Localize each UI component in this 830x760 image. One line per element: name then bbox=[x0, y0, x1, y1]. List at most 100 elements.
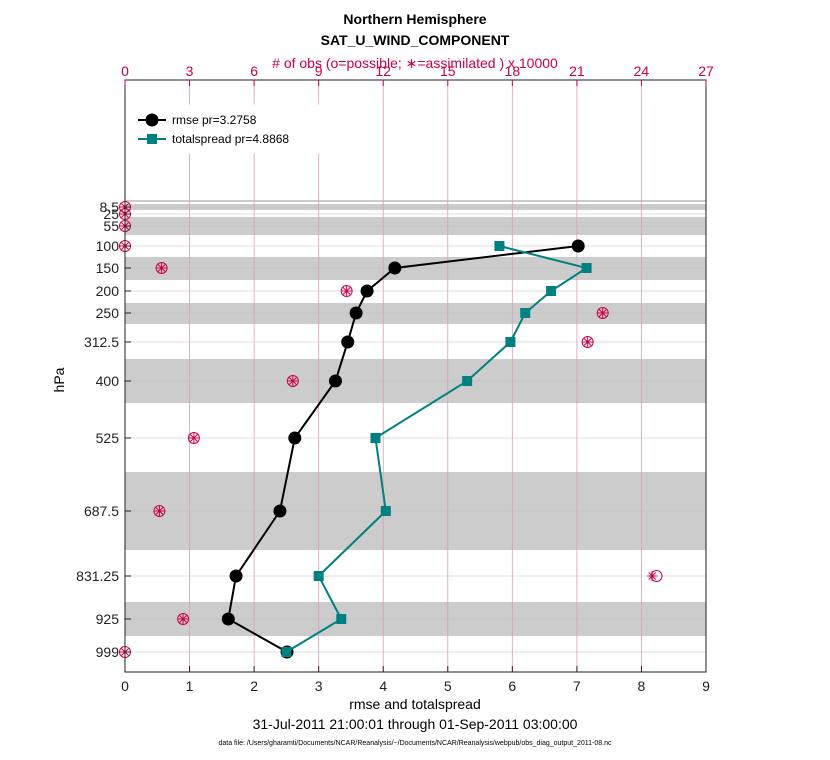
y-tick-label: 687.5 bbox=[84, 503, 119, 519]
totalspread-point bbox=[313, 571, 324, 581]
x-tick-label: 4 bbox=[379, 678, 387, 694]
rmse-point bbox=[328, 374, 342, 388]
obs-asterisk-stroke bbox=[342, 287, 351, 295]
top-tick-label: 0 bbox=[121, 63, 129, 79]
grid-lines bbox=[125, 80, 706, 672]
obs-asterisk-stroke bbox=[155, 507, 164, 515]
x-tick-label: 7 bbox=[573, 678, 581, 694]
y-tick-label: 400 bbox=[96, 373, 120, 389]
y-tick-label: 55 bbox=[103, 218, 119, 234]
totalspread-point bbox=[370, 433, 381, 443]
chart-subtitle: SAT_U_WIND_COMPONENT bbox=[321, 32, 510, 48]
rmse-point bbox=[273, 504, 287, 518]
obs-assimilated-marker bbox=[597, 308, 608, 318]
top-tick-label: 6 bbox=[250, 63, 258, 79]
obs-asterisk-stroke bbox=[157, 264, 166, 272]
x-tick-label: 3 bbox=[315, 678, 323, 694]
totalspread-point bbox=[505, 337, 516, 347]
y-tick-label: 999 bbox=[96, 644, 120, 660]
obs-asterisk-stroke bbox=[288, 377, 297, 385]
legend: rmse pr=3.2758 totalspread pr=4.8868 bbox=[130, 104, 324, 154]
obs-possible-marker bbox=[340, 285, 353, 297]
plot-frame bbox=[124, 79, 707, 673]
totalspread-point bbox=[546, 286, 557, 296]
obs-asterisk-stroke bbox=[189, 434, 198, 442]
x-tick-label: 0 bbox=[121, 678, 129, 694]
rmse-point bbox=[229, 569, 243, 583]
obs-assimilated-marker bbox=[287, 376, 298, 386]
x-tick-label: 2 bbox=[250, 678, 258, 694]
totalspread-point bbox=[336, 614, 347, 624]
y-tick-label: 200 bbox=[96, 283, 120, 299]
y-tick-label: 150 bbox=[96, 260, 120, 276]
top-axis-label: # of obs (o=possible; ∗=assimilated ) x … bbox=[272, 55, 558, 71]
rmse-point bbox=[349, 306, 363, 320]
y-tick-label: 831.25 bbox=[76, 568, 119, 584]
top-tick-label: 18 bbox=[505, 63, 521, 79]
legend-entry-label: totalspread pr=4.8868 bbox=[172, 132, 289, 146]
level-band bbox=[125, 200, 706, 202]
totalspread-point bbox=[581, 263, 592, 273]
y-tick-label: 250 bbox=[96, 305, 120, 321]
rmse-point bbox=[221, 612, 235, 626]
y-tick-label: 8.5 bbox=[100, 199, 120, 215]
data-file-footnote: data file: /Users/gharamti/Documents/NCA… bbox=[218, 740, 612, 747]
legend-entry-label: rmse pr=3.2758 bbox=[172, 113, 257, 127]
obs-possible-marker bbox=[286, 375, 299, 387]
x-tick-label: 9 bbox=[702, 678, 710, 694]
rmse-point bbox=[360, 284, 374, 298]
legend-marker-circle bbox=[145, 113, 159, 127]
obs-assimilated-marker bbox=[188, 433, 199, 443]
y-tick-label: 312.5 bbox=[84, 334, 119, 350]
rmse-point bbox=[341, 335, 355, 349]
legend-box bbox=[130, 104, 324, 154]
chart-title: Northern Hemisphere bbox=[343, 11, 486, 27]
legend-marker-square bbox=[147, 134, 157, 144]
top-tick-label: 3 bbox=[186, 63, 194, 79]
obs-assimilated-marker bbox=[154, 506, 165, 516]
top-tick-label: 15 bbox=[440, 63, 456, 79]
obs-asterisk-stroke bbox=[598, 309, 607, 317]
obs-asterisk-stroke bbox=[648, 572, 657, 580]
totalspread-point bbox=[494, 241, 505, 251]
totalspread-point bbox=[462, 376, 473, 386]
top-tick-label: 12 bbox=[375, 63, 391, 79]
obs-possible-marker bbox=[596, 307, 609, 319]
y-tick-label: 100 bbox=[96, 238, 120, 254]
rmse-point bbox=[288, 431, 302, 445]
totalspread-point bbox=[380, 506, 391, 516]
series-group bbox=[221, 239, 592, 659]
top-tick-label: 24 bbox=[634, 63, 650, 79]
x-tick-label: 8 bbox=[638, 678, 646, 694]
totalspread-point bbox=[281, 647, 292, 657]
rmse-point bbox=[571, 239, 585, 253]
obs-asterisk-stroke bbox=[179, 615, 187, 623]
y-tick-label: 925 bbox=[96, 611, 120, 627]
x-tick-label: 1 bbox=[186, 678, 194, 694]
obs-assimilated-marker bbox=[341, 286, 352, 296]
obs-assimilated-marker bbox=[647, 571, 658, 581]
obs-assimilated-marker bbox=[178, 614, 189, 624]
obs-possible-marker bbox=[581, 336, 594, 348]
y-tick-label: 525 bbox=[96, 430, 120, 446]
y-axis-label: hPa bbox=[51, 367, 67, 392]
date-range: 31-Jul-2011 21:00:01 through 01-Sep-2011… bbox=[253, 716, 578, 732]
y-tick-label: 25 bbox=[103, 206, 119, 222]
x-tick-label: 6 bbox=[508, 678, 516, 694]
totalspread-point bbox=[520, 308, 531, 318]
rmse-point bbox=[388, 261, 402, 275]
axes: 0 1 2 3 4 5 6 7 8 90 3 6 9 12 15 18 21 24 278.525551001502… bbox=[76, 63, 714, 694]
top-tick-label: 21 bbox=[569, 63, 585, 79]
x-tick-label: 5 bbox=[444, 678, 452, 694]
top-tick-label: 27 bbox=[698, 63, 714, 79]
level-band bbox=[125, 303, 706, 324]
obs-possible-marker bbox=[153, 505, 166, 517]
obs-assimilated-marker bbox=[582, 337, 593, 347]
obs-asterisk-stroke bbox=[583, 338, 592, 346]
level-band bbox=[125, 257, 706, 280]
x-axis-label: rmse and totalspread bbox=[349, 696, 481, 712]
obs-assimilated-marker bbox=[156, 263, 167, 273]
obs-possible-marker bbox=[155, 262, 168, 274]
top-tick-label: 9 bbox=[315, 63, 323, 79]
